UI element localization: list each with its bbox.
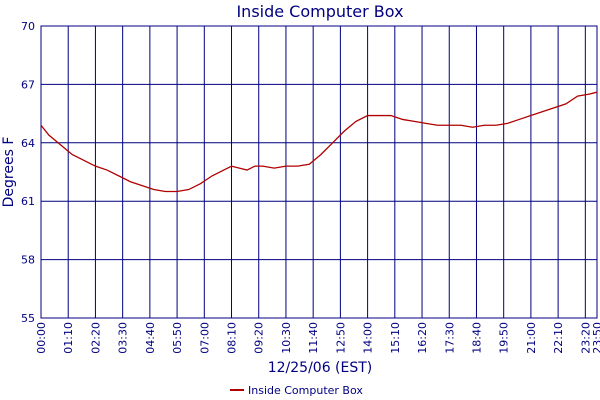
x-tick-label: 12:50 <box>334 322 347 354</box>
y-axis-label: Degrees F <box>1 137 17 208</box>
x-tick-label: 11:40 <box>307 322 320 354</box>
y-tick-label: 61 <box>21 195 35 208</box>
x-tick-label: 07:00 <box>198 322 211 354</box>
y-tick-label: 55 <box>21 312 35 325</box>
x-tick-label: 03:30 <box>117 322 130 354</box>
x-tick-label: 14:00 <box>362 322 375 354</box>
x-tick-label: 21:00 <box>525 322 538 354</box>
x-tick-label: 08:10 <box>226 322 239 354</box>
x-tick-label: 09:20 <box>253 322 266 354</box>
y-tick-label: 70 <box>21 20 35 33</box>
x-tick-label: 02:20 <box>89 322 102 354</box>
chart-title: Inside Computer Box <box>236 2 403 21</box>
x-tick-label: 19:50 <box>498 322 511 354</box>
x-tick-label: 18:40 <box>470 322 483 354</box>
x-tick-label: 10:30 <box>280 322 293 354</box>
x-tick-label: 22:10 <box>552 322 565 354</box>
data-line <box>40 91 598 193</box>
plot-frame <box>40 25 598 319</box>
x-tick-label: 04:40 <box>144 322 157 354</box>
x-tick-label: 01:10 <box>62 322 75 354</box>
x-tick-label: 17:30 <box>443 322 456 354</box>
x-tick-label: 05:50 <box>171 322 184 354</box>
x-axis-label: 12/25/06 (EST) <box>268 360 373 376</box>
x-tick-label: 15:10 <box>389 322 402 354</box>
y-tick-label: 67 <box>21 78 35 91</box>
x-tick-label: 23:50 <box>591 322 600 354</box>
y-tick-label: 58 <box>21 254 35 267</box>
x-tick-label: 16:20 <box>416 322 429 354</box>
x-tick-label: 23:20 <box>579 322 592 354</box>
legend-label: Inside Computer Box <box>248 384 363 397</box>
x-tick-label: 00:00 <box>35 322 48 354</box>
y-tick-label: 64 <box>21 137 35 150</box>
